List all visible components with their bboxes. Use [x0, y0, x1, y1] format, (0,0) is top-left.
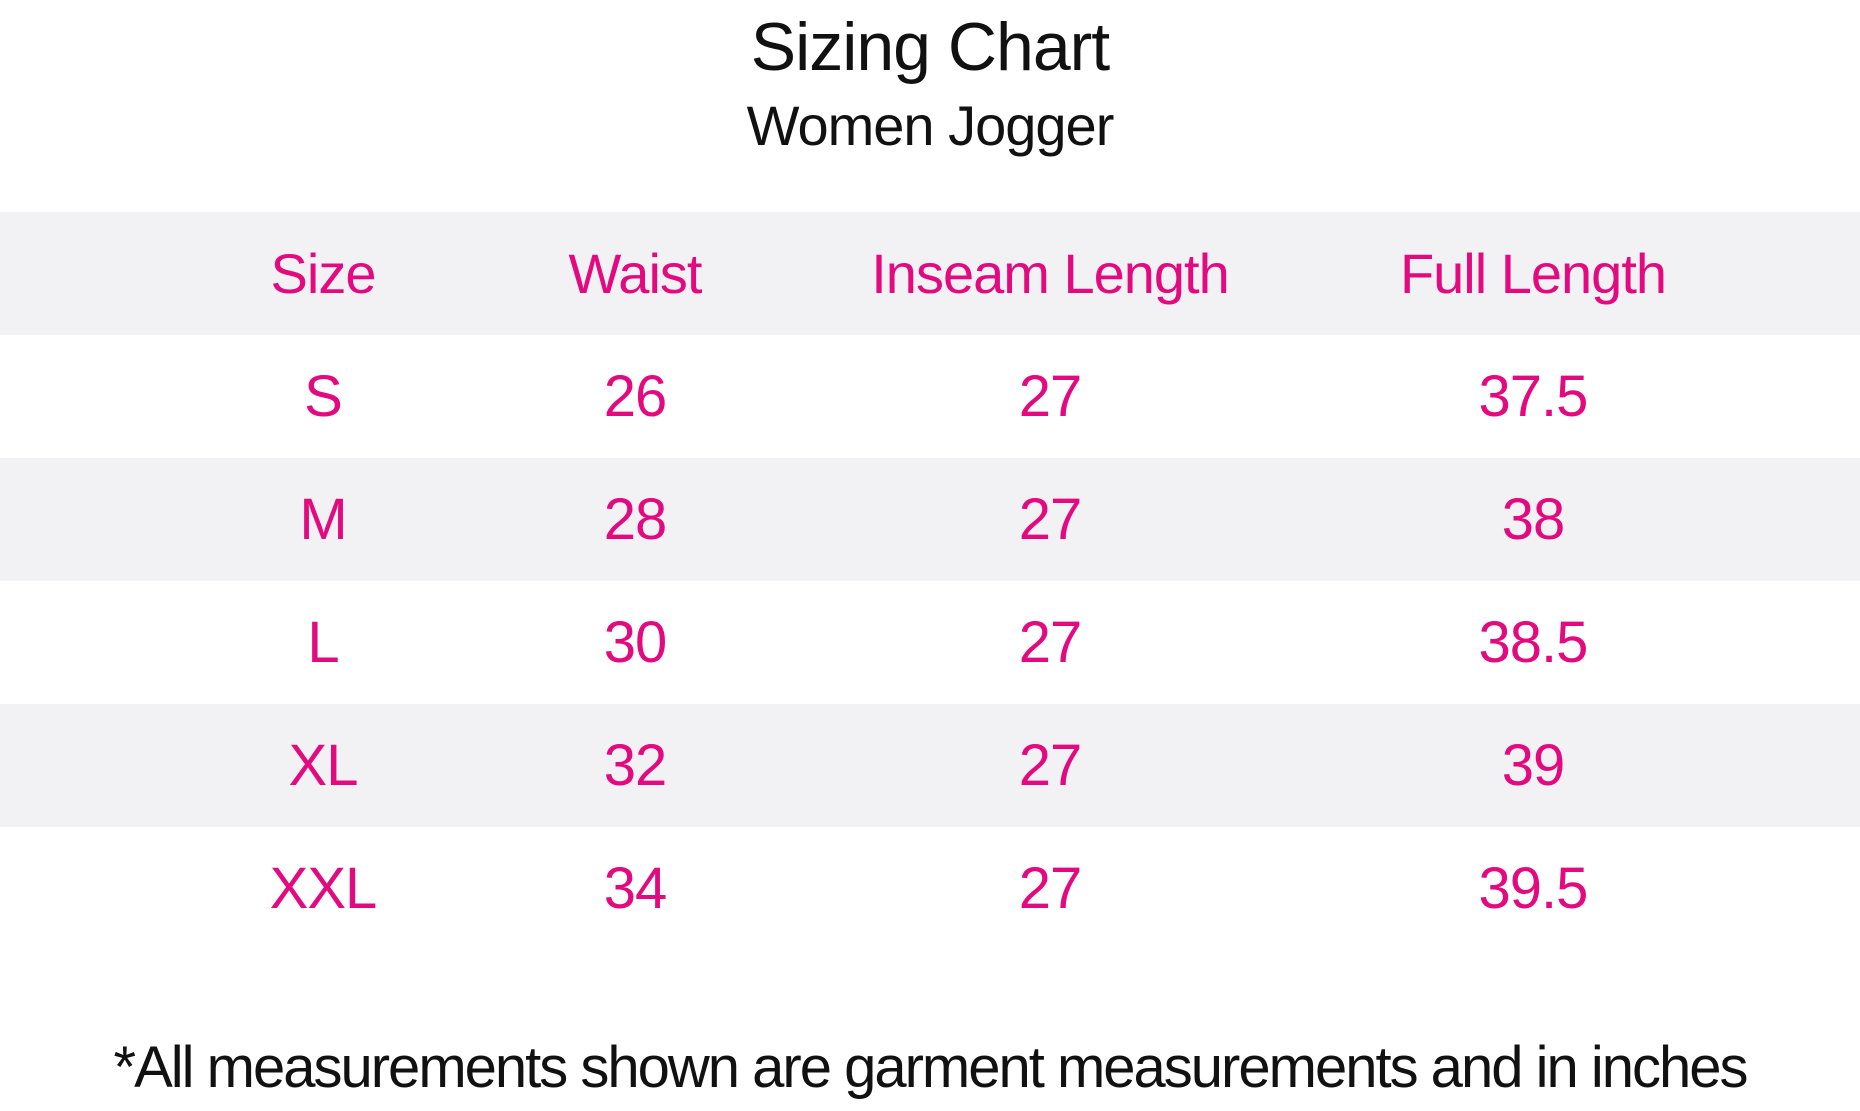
size-cell: S	[304, 364, 343, 429]
table-row-m: M 28 27 38	[0, 458, 1860, 581]
inseam-cell: 27	[1018, 856, 1083, 921]
size-cell: M	[299, 487, 347, 552]
table-row-s: S 26 27 37.5	[0, 335, 1860, 458]
page-subtitle: Women Jogger	[746, 94, 1115, 157]
full-length-cell: 39.5	[1478, 856, 1589, 921]
full-length-cell: 39	[1501, 733, 1566, 798]
size-cell: L	[307, 610, 339, 675]
inseam-cell: 27	[1018, 610, 1083, 675]
waist-cell: 34	[603, 856, 668, 921]
waist-cell: 30	[603, 610, 668, 675]
measurements-footnote: *All measurements shown are garment meas…	[113, 1035, 1749, 1100]
column-header-size: Size	[270, 242, 377, 305]
waist-cell: 32	[603, 733, 668, 798]
sizing-table: Size Waist Inseam Length Full Length S 2…	[0, 212, 1860, 950]
page-title: Sizing Chart	[750, 9, 1110, 85]
table-row-xxl: XXL 34 27 39.5	[0, 827, 1860, 950]
table-row-l: L 30 27 38.5	[0, 581, 1860, 704]
inseam-cell: 27	[1018, 364, 1083, 429]
inseam-cell: 27	[1018, 487, 1083, 552]
waist-cell: 26	[603, 364, 668, 429]
waist-cell: 28	[603, 487, 668, 552]
table-header-row: Size Waist Inseam Length Full Length	[0, 212, 1860, 335]
column-header-waist: Waist	[568, 242, 703, 305]
size-cell: XL	[288, 733, 359, 798]
full-length-cell: 38.5	[1478, 610, 1589, 675]
size-cell: XXL	[269, 856, 378, 921]
inseam-cell: 27	[1018, 733, 1083, 798]
full-length-cell: 37.5	[1478, 364, 1589, 429]
column-header-full-length: Full Length	[1399, 242, 1667, 305]
table-row-xl: XL 32 27 39	[0, 704, 1860, 827]
column-header-inseam: Inseam Length	[871, 242, 1229, 305]
full-length-cell: 38	[1501, 487, 1566, 552]
